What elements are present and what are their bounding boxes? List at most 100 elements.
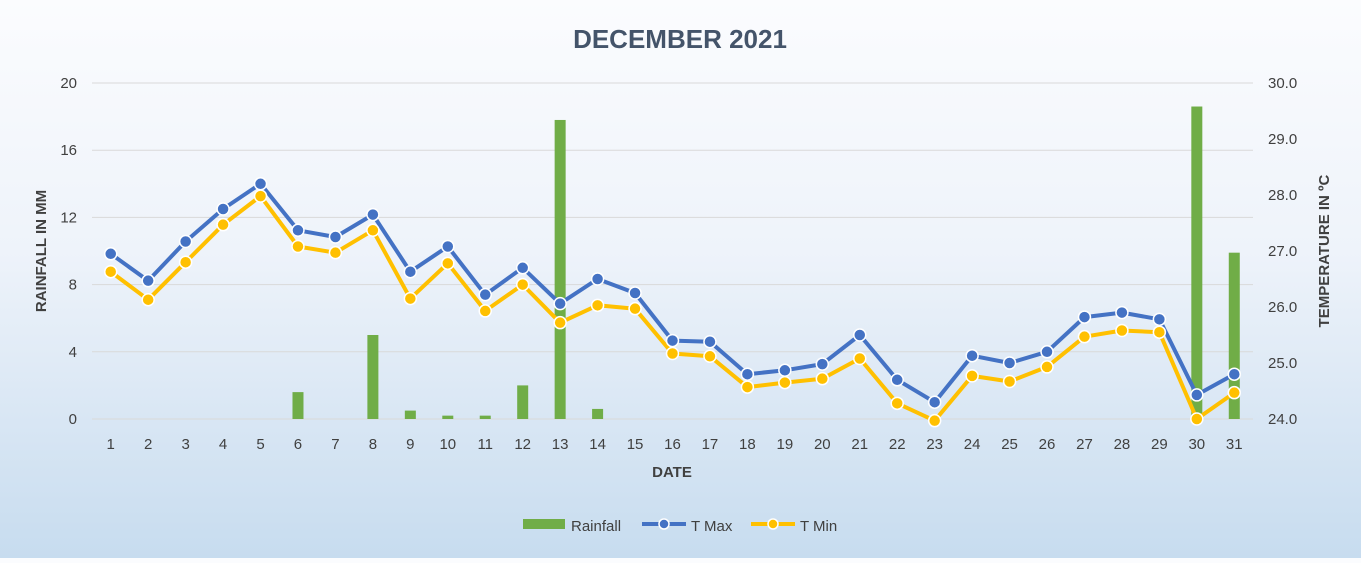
t-max-point [965,348,979,363]
y-tick-label: 8 [69,277,77,294]
x-axis-title: DATE [652,464,692,481]
x-tick-label: 11 [477,436,493,453]
y2-tick-label: 27.0 [1268,243,1297,260]
t-max-point [815,357,830,371]
t-min-point [703,349,717,364]
t-max-point [216,202,230,216]
t-min-point [1190,412,1204,426]
t-min-point [103,264,118,279]
t-min-point [1227,385,1242,400]
x-tick-label: 15 [627,436,644,453]
t-max-point [1115,305,1129,320]
t-min-point [853,351,867,366]
t-max-point [927,395,942,409]
rainfall-bars [292,106,1240,420]
t-min-point [403,291,418,306]
t-max-point [515,261,530,275]
x-tick-label: 30 [1188,436,1205,453]
x-tick-label: 18 [739,436,756,453]
y2-tick-label: 25.0 [1268,355,1297,372]
x-tick-label: 23 [926,436,943,453]
t-min-point [927,413,942,428]
y-tick-label: 12 [60,209,77,226]
t-max-point [441,239,455,254]
t-max-point [1077,310,1092,324]
x-tick-label: 28 [1114,436,1131,453]
t-min-point [815,371,830,386]
t-max-point [628,286,642,300]
x-tick-label: 16 [664,436,681,453]
t-max-point [853,328,867,342]
t-min-point [178,255,193,269]
x-tick-label: 22 [889,436,906,453]
t-max-point [1227,367,1242,381]
x-tick-label: 8 [369,436,377,453]
y-axis-title: RAINFALL IN MM [33,190,50,312]
x-tick-label: 20 [814,436,831,453]
t-max-point [328,230,343,244]
rainfall-bar [517,385,529,419]
t-max-point [890,373,904,387]
rainfall-bar [404,410,416,419]
t-max-point [403,264,418,279]
t-max-line [108,181,1237,405]
t-max-point [1152,312,1167,327]
t-max-point [478,287,492,302]
t-min-point [1115,323,1129,338]
t-min-point [1040,360,1054,374]
rainfall-bar [1191,106,1203,420]
x-tick-label: 9 [406,436,414,453]
x-tick-label: 2 [144,436,152,453]
x-tick-label: 5 [256,436,264,453]
t-min-point [1077,329,1092,344]
x-tick-label: 21 [851,436,868,453]
t-min-point [778,375,792,390]
t-min-point [665,346,680,361]
t-max-point [703,334,717,349]
t-max-point [553,296,567,311]
x-tick-label: 10 [439,436,456,453]
legend-rainfall-swatch [523,519,565,529]
t-min-point [1002,374,1017,389]
rainfall-bar [292,392,304,419]
legend-tmin-label: T Min [800,518,837,535]
t-max-point [590,272,605,286]
y-tick-label: 0 [69,411,77,428]
y2-tick-label: 28.0 [1268,187,1297,204]
t-max-point [740,367,755,381]
legend-tmax-marker [658,518,670,530]
legend-tmax-label: T Max [691,518,733,535]
y-tick-label: 4 [69,344,77,361]
t-min-point [253,189,268,203]
legend-tmin-marker [767,518,779,530]
t-max-point [778,363,792,378]
x-tick-label: 26 [1039,436,1056,453]
x-tick-label: 31 [1226,436,1243,453]
x-tick-label: 24 [964,436,981,453]
t-min-point [478,304,492,318]
t-min-point [366,223,380,238]
t-max-point [178,234,193,249]
x-tick-label: 6 [294,436,302,453]
t-max-point [141,273,155,288]
t-min-point [441,256,455,271]
x-tick-label: 14 [589,436,606,453]
t-min-point [1152,325,1167,339]
legend: Rainfall T Max T Min [523,518,837,535]
x-tick-label: 12 [514,436,531,453]
chart-title: DECEMBER 2021 [573,24,787,54]
rainfall-bar [442,415,454,419]
x-tick-label: 17 [702,436,719,453]
x-tick-label: 4 [219,436,227,453]
x-tick-label: 19 [777,436,794,453]
rainfall-bar [554,119,566,420]
temperature-lines [103,177,1242,428]
t-max-point [103,247,118,261]
gridlines [92,82,1253,420]
rainfall-bar [1228,252,1240,419]
t-max-point [665,333,680,348]
t-min-point [553,315,567,330]
t-max-point [1190,388,1204,402]
